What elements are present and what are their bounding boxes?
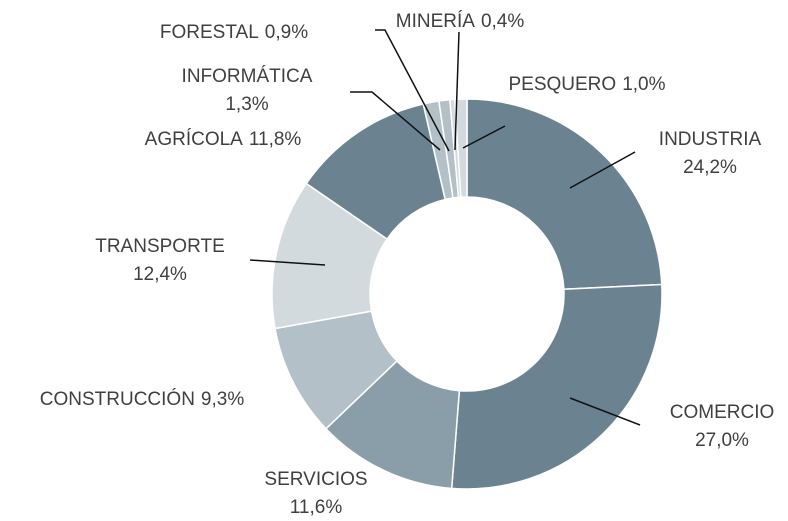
slice-value-label: 0,4% [481, 11, 524, 32]
slice-value-label: 24,2% [683, 157, 737, 178]
slice-label: MINERÍA [396, 11, 476, 32]
leader-line [375, 29, 450, 152]
slice-value-label: 0,9% [265, 22, 308, 43]
donut-slice [453, 98, 468, 198]
slice-label: TRANSPORTE [95, 236, 225, 257]
slice-label: CONSTRUCCIÓN [40, 388, 195, 410]
slice-value-label: 11,8% [249, 129, 302, 150]
slice-label-group: AGRÍCOLA 11,8% [145, 129, 302, 150]
slice-value-label: 1,0% [622, 74, 665, 95]
leader-line [462, 125, 506, 149]
slice-label-group: MINERÍA 0,4% [396, 11, 525, 32]
donut-slice [466, 98, 663, 291]
slice-label: INFORMÁTICA [182, 66, 313, 87]
slice-label: FORESTAL [160, 22, 259, 43]
slice-value-label: 12,4% [133, 264, 187, 285]
slice-label: SERVICIOS [264, 469, 367, 490]
leader-line [454, 31, 460, 151]
slice-value-label: 9,3% [201, 389, 244, 410]
leader-line [249, 259, 326, 266]
slice-label-group: PESQUERO 1,0% [508, 74, 665, 95]
slice-label: INDUSTRIA [659, 129, 762, 150]
slice-value-label: 1,3% [225, 94, 268, 115]
leader-line [569, 151, 636, 189]
donut-slice [450, 283, 663, 490]
slice-label: AGRÍCOLA [145, 129, 244, 150]
slice-label: COMERCIO [670, 402, 775, 423]
slice-value-label: 27,0% [695, 430, 749, 451]
leader-line [350, 91, 441, 151]
leader-line [569, 397, 641, 426]
slice-label-group: FORESTAL 0,9% [160, 22, 308, 43]
slice-label-group: CONSTRUCCIÓN 9,3% [40, 388, 245, 410]
slice-label: PESQUERO [508, 74, 616, 95]
slice-value-label: 11,6% [290, 497, 343, 518]
